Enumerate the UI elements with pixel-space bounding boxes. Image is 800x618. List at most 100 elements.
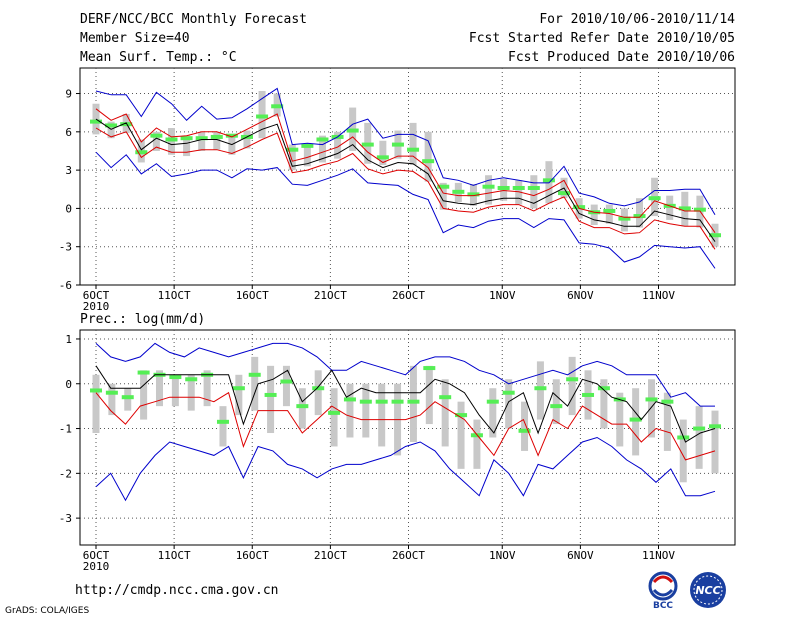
spread-box xyxy=(183,135,191,157)
observation-marker xyxy=(512,185,525,190)
series-line-mean xyxy=(95,118,716,242)
spread-box xyxy=(505,379,513,429)
spread-box xyxy=(632,388,640,456)
x-sub-label: 2010 xyxy=(83,300,110,313)
observation-marker xyxy=(391,399,404,404)
observation-marker xyxy=(661,399,674,404)
temperature-panel: -6 -3 0 3 6 9 6OCT 11OCT 16OCT 21OCT 26OCT 1NOV 6NOV… xyxy=(59,67,736,313)
observation-marker xyxy=(534,386,547,391)
observation-marker xyxy=(328,410,341,415)
observation-marker xyxy=(359,399,372,404)
observation-marker xyxy=(286,147,299,152)
spread-box xyxy=(267,365,275,434)
spread-box xyxy=(485,175,493,205)
y-tick-label: -3 xyxy=(59,241,72,254)
observation-marker xyxy=(693,426,706,431)
observation-marker xyxy=(105,390,118,395)
spread-box xyxy=(515,180,523,205)
observation-marker xyxy=(542,178,555,183)
observation-marker xyxy=(518,428,531,433)
spread-box xyxy=(198,131,206,151)
spread-box xyxy=(314,370,322,416)
series-line-upper xyxy=(95,108,716,233)
spread-box xyxy=(711,410,719,474)
spread-box xyxy=(243,130,251,149)
spread-box xyxy=(235,374,243,416)
spread-box xyxy=(695,406,703,469)
spread-box xyxy=(441,379,449,447)
observation-marker xyxy=(346,128,359,133)
observation-marker xyxy=(467,192,480,197)
observation-marker xyxy=(439,395,452,400)
spread-box xyxy=(568,356,576,416)
x-tick-label: 6NOV xyxy=(567,549,594,562)
observation-marker xyxy=(582,392,595,397)
y-tick-label: -1 xyxy=(59,423,72,436)
observation-marker xyxy=(216,419,229,424)
observation-marker xyxy=(90,119,102,124)
spread-box xyxy=(318,135,326,163)
x-sub-label: 2010 xyxy=(83,560,110,573)
forecast-started-date: Fcst Started Refer Date 2010/10/05 xyxy=(468,31,735,46)
observation-marker xyxy=(558,191,571,196)
x-tick-label: 21OCT xyxy=(314,289,347,302)
spread-box xyxy=(108,383,116,416)
spread-box xyxy=(288,144,296,171)
forecast-period: For 2010/10/06-2010/11/14 xyxy=(539,12,735,27)
observation-marker xyxy=(169,375,182,380)
x-tick-label: 11NOV xyxy=(642,289,675,302)
spread-box xyxy=(616,392,624,447)
x-tick-label: 16OCT xyxy=(236,549,269,562)
spread-box xyxy=(251,356,259,411)
spread-box xyxy=(409,122,417,166)
plot-frame xyxy=(79,67,736,286)
spread-box xyxy=(379,140,387,166)
y-tick-label: -3 xyxy=(59,512,72,525)
series-line-min xyxy=(95,151,716,269)
observation-marker xyxy=(316,137,329,142)
observation-marker xyxy=(135,150,148,155)
x-tick-label: 6NOV xyxy=(567,289,594,302)
spread-box xyxy=(107,121,115,139)
observation-marker xyxy=(248,372,261,377)
spread-box xyxy=(140,370,148,420)
series-line-mean xyxy=(95,365,716,443)
observation-marker xyxy=(566,377,579,382)
spread-box xyxy=(636,198,644,228)
y-tick-label: 1 xyxy=(65,333,72,346)
spread-box xyxy=(203,370,211,407)
observation-marker xyxy=(423,366,436,371)
spread-box xyxy=(600,379,608,429)
precipitation-title: Prec.: log(mm/d) xyxy=(80,312,205,327)
y-tick-label: 0 xyxy=(65,378,72,391)
observation-marker xyxy=(120,122,133,127)
spread-box xyxy=(346,383,354,438)
observation-marker xyxy=(645,397,658,402)
observation-marker xyxy=(121,395,134,400)
observation-marker xyxy=(709,424,721,429)
observation-marker xyxy=(709,233,721,238)
observation-marker xyxy=(603,208,616,213)
spread-box xyxy=(155,370,163,407)
observation-marker xyxy=(180,136,193,141)
observation-marker xyxy=(502,390,515,395)
series-line-lower xyxy=(95,391,716,461)
spread-box xyxy=(213,131,221,150)
observation-marker xyxy=(296,404,309,409)
observation-marker xyxy=(573,205,586,210)
spread-box xyxy=(187,374,195,411)
observation-marker xyxy=(165,137,178,142)
grads-credit: GrADS: COLA/IGES xyxy=(5,606,90,616)
spread-box xyxy=(124,388,132,411)
spread-box xyxy=(536,361,544,420)
spread-box xyxy=(152,131,160,151)
observation-marker xyxy=(256,114,269,119)
observation-marker xyxy=(210,134,223,139)
x-tick-label: 11OCT xyxy=(158,549,191,562)
observation-marker xyxy=(343,397,356,402)
observation-marker xyxy=(375,399,388,404)
x-tick-label: 1NOV xyxy=(489,289,516,302)
observation-marker xyxy=(391,142,404,147)
footer-url[interactable]: http://cmdp.ncc.cma.gov.cn xyxy=(75,583,279,598)
